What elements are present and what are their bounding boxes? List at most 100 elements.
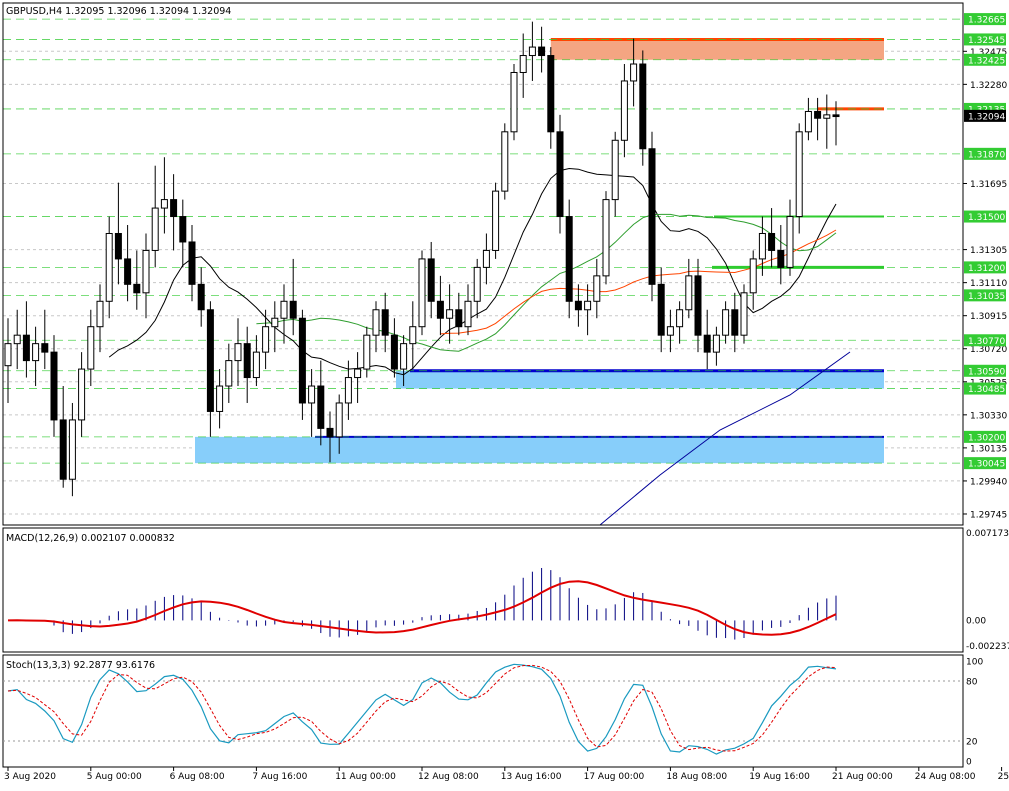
candle-body [354, 368, 362, 379]
candle-body [188, 241, 196, 285]
candle [685, 258, 693, 319]
time-axis-label: 11 Aug 00:00 [335, 772, 396, 782]
candle-body [482, 249, 490, 268]
candle [188, 225, 196, 302]
candle [749, 250, 757, 310]
candle [271, 301, 279, 353]
level-price-label: 1.32094 [968, 112, 1005, 122]
candle-body [344, 377, 352, 404]
candle-body [464, 300, 472, 328]
candle-body [206, 309, 214, 412]
level-price-tag [964, 457, 1006, 470]
level-price-tag [964, 430, 1006, 443]
candle [611, 131, 619, 217]
candle [528, 21, 536, 81]
candle [758, 216, 766, 276]
candle-body [593, 275, 601, 302]
candle-body [519, 55, 527, 73]
moving-averages-layer [108, 167, 851, 526]
candle-body [262, 326, 270, 353]
level-price-label: 1.32425 [968, 56, 1005, 66]
candle-body [133, 283, 141, 294]
candle-body [455, 309, 463, 328]
candle [436, 275, 444, 336]
candle-body [409, 326, 417, 345]
candle-body [22, 334, 30, 362]
candle [455, 292, 463, 336]
candle [225, 343, 233, 403]
time-axis-label: 21 Aug 00:00 [832, 772, 893, 782]
candle [694, 258, 702, 353]
candle [777, 225, 785, 285]
candle-body [225, 360, 233, 387]
candle [464, 284, 472, 336]
level-price-label: 1.30485 [968, 385, 1005, 395]
time-axis-label: 3 Aug 2020 [4, 772, 56, 782]
stoch-pane: 100 80 20 0 [3, 658, 983, 768]
ma-fast-line [108, 167, 837, 376]
candle-body [105, 232, 113, 302]
candle-body [510, 71, 518, 133]
candle [823, 94, 831, 149]
candle-body [492, 190, 500, 251]
candle [363, 326, 371, 378]
level-price-label: 1.31035 [968, 292, 1005, 302]
candle [722, 301, 730, 344]
candle-body [528, 46, 536, 57]
candle [786, 199, 794, 276]
candle [492, 182, 500, 259]
candle [657, 267, 665, 353]
candle [602, 191, 610, 285]
price-axis-label: 1.30135 [970, 444, 1007, 454]
candle [446, 284, 454, 344]
price-axis-label: 1.29940 [970, 477, 1007, 487]
candle-body [114, 232, 122, 260]
grid-lines [3, 50, 963, 515]
candle [298, 309, 306, 420]
price-axis-label: 1.31695 [970, 180, 1007, 190]
candle-body [400, 343, 408, 370]
candle [354, 352, 362, 403]
main-chart-title: GBPUSD,H4 1.32095 1.32096 1.32094 1.3209… [6, 6, 231, 17]
candle-body [657, 283, 665, 336]
candle [381, 292, 389, 353]
price-axis-label: 1.32475 [970, 48, 1007, 58]
candle [326, 411, 334, 463]
candle-body [804, 110, 812, 133]
candle [234, 318, 242, 387]
candle [409, 301, 417, 370]
stoch-signal-line [7, 664, 837, 752]
level-price-label: 1.31200 [968, 264, 1005, 274]
candle-body [68, 419, 76, 480]
candle [4, 318, 12, 403]
macd-signal-line [7, 580, 837, 636]
candle-body [666, 326, 674, 336]
level-price-tag [964, 13, 1006, 26]
candle-body [777, 249, 785, 268]
macd-axis-label: 0.007173 [966, 529, 1009, 539]
level-price-label: 1.30200 [968, 433, 1005, 443]
candle [344, 360, 352, 420]
level-price-tag [964, 33, 1006, 46]
candle [114, 182, 122, 285]
candle [473, 258, 481, 319]
titles-layer: GBPUSD,H4 1.32095 1.32096 1.32094 1.3209… [6, 6, 231, 671]
candle [731, 292, 739, 353]
candle-body [124, 258, 132, 285]
candle-body [722, 309, 730, 336]
candle [501, 123, 509, 200]
candle [142, 233, 150, 319]
candle-body [814, 110, 822, 119]
candle [390, 318, 398, 378]
time-axis-label: 19 Aug 16:00 [749, 772, 810, 782]
price-axis-label: 1.30720 [970, 345, 1007, 355]
candle-body [694, 275, 702, 336]
candle [574, 284, 582, 327]
price-axis-label: 1.31305 [970, 246, 1007, 256]
candle [565, 199, 573, 319]
candle-body [298, 317, 306, 404]
candle-body [547, 55, 555, 133]
resistance-zone [550, 39, 884, 60]
